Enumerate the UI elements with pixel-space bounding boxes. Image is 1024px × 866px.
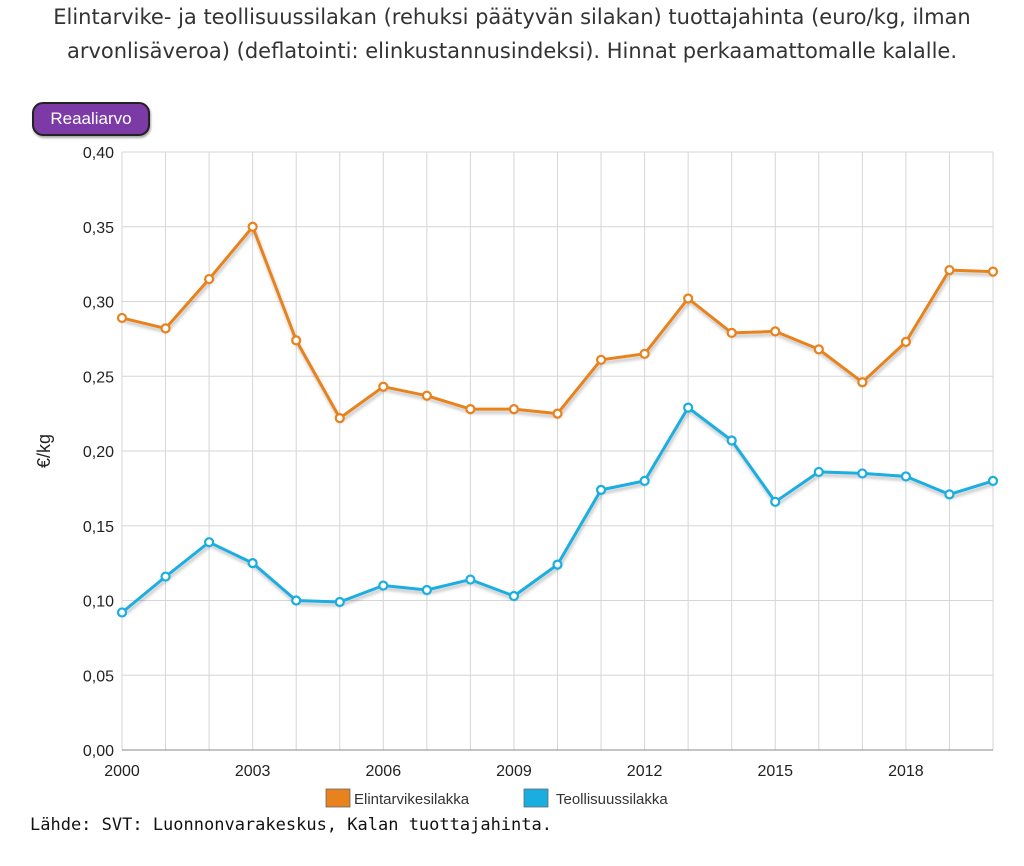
x-tick-label: 2018 <box>888 763 924 780</box>
source-note: Lähde: SVT: Luonnonvarakeskus, Kalan tuo… <box>30 815 552 835</box>
data-point[interactable] <box>900 336 912 347</box>
axes: 0,00 0,05 0,10 0,15 0,20 0,25 0,30 0,35 0,40 2000… <box>34 145 993 780</box>
data-point[interactable] <box>291 335 302 346</box>
data-point[interactable] <box>726 435 737 446</box>
data-point[interactable] <box>900 471 912 482</box>
y-tick-label: 0,15 <box>83 519 114 536</box>
data-point[interactable] <box>552 408 563 419</box>
y-axis-title: €/kg <box>34 434 54 468</box>
data-point[interactable] <box>639 348 650 359</box>
legend: Elintarvikesilakka Teollisuussilakka <box>325 788 668 808</box>
data-point[interactable] <box>944 265 955 276</box>
y-tick-label: 0,00 <box>83 743 114 760</box>
data-point[interactable] <box>247 221 258 232</box>
data-point[interactable] <box>683 293 694 304</box>
data-point[interactable] <box>334 413 345 424</box>
legend-label[interactable]: Elintarvikesilakka <box>354 791 470 808</box>
x-tick-label: 2012 <box>627 763 663 780</box>
data-point[interactable] <box>813 466 824 478</box>
data-point[interactable] <box>770 496 781 507</box>
data-point[interactable] <box>987 475 999 486</box>
data-point[interactable] <box>204 537 215 548</box>
data-point[interactable] <box>987 266 999 277</box>
data-point[interactable] <box>116 607 128 618</box>
data-point[interactable] <box>160 571 171 582</box>
x-tick-label: 2006 <box>366 763 402 780</box>
line-chart: 0,00 0,05 0,10 0,15 0,20 0,25 0,30 0,35 0,40 2000… <box>34 145 999 808</box>
x-tick-label: 2015 <box>757 763 793 780</box>
data-point[interactable] <box>465 404 476 415</box>
data-point[interactable] <box>770 326 781 337</box>
x-tick-label: 2003 <box>235 763 271 780</box>
data-point[interactable] <box>857 377 868 388</box>
legend-swatch <box>325 788 351 808</box>
data-point[interactable] <box>247 558 258 569</box>
y-tick-label: 0,40 <box>83 145 114 162</box>
legend-swatch <box>523 788 549 808</box>
data-point[interactable] <box>421 390 432 401</box>
chart-title: Elintarvike- ja teollisuussilakan (rehuk… <box>53 5 971 63</box>
data-point[interactable] <box>465 574 476 585</box>
y-tick-label: 0,35 <box>83 220 114 237</box>
data-point[interactable] <box>683 402 694 413</box>
grid-lines <box>121 151 994 751</box>
y-tick-label: 0,25 <box>83 369 114 386</box>
series-Teollisuussilakka <box>116 402 999 618</box>
series-layer <box>116 221 999 618</box>
y-tick-label: 0,05 <box>83 668 114 685</box>
data-point[interactable] <box>334 596 345 608</box>
data-point[interactable] <box>421 584 432 596</box>
data-point[interactable] <box>378 580 389 591</box>
legend-label[interactable]: Teollisuussilakka <box>556 791 668 808</box>
data-point[interactable] <box>595 484 607 495</box>
data-point[interactable] <box>726 327 737 338</box>
data-point[interactable] <box>552 559 563 570</box>
y-tick-label: 0,20 <box>83 444 114 461</box>
series-Elintarvikesilakka <box>116 221 999 424</box>
data-point[interactable] <box>944 489 955 500</box>
data-point[interactable] <box>204 273 215 285</box>
y-tick-label: 0,10 <box>83 594 114 611</box>
data-point[interactable] <box>857 468 868 479</box>
real-value-toggle-button[interactable]: Reaaliarvo <box>32 102 150 136</box>
x-tick-label: 2009 <box>496 763 532 780</box>
data-point[interactable] <box>116 312 128 324</box>
data-point[interactable] <box>378 381 389 392</box>
data-point[interactable] <box>508 404 520 415</box>
data-point[interactable] <box>160 323 171 334</box>
data-point[interactable] <box>508 590 520 602</box>
y-tick-label: 0,30 <box>83 295 114 312</box>
x-tick-label: 2000 <box>104 763 140 780</box>
data-point[interactable] <box>291 595 302 606</box>
data-point[interactable] <box>639 475 650 486</box>
data-point[interactable] <box>813 344 824 355</box>
data-point[interactable] <box>595 354 607 365</box>
